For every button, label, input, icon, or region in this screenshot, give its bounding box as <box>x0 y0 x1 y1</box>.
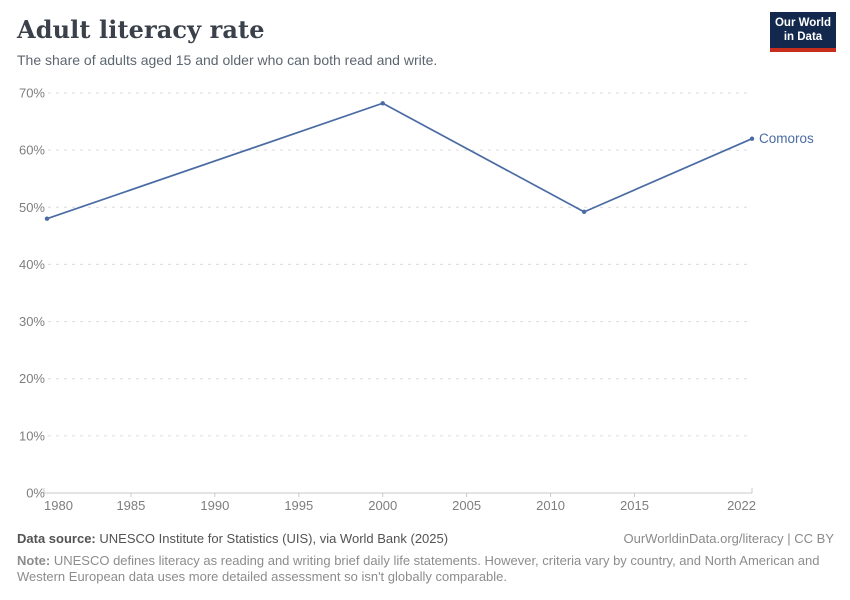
data-point[interactable] <box>581 209 587 215</box>
data-point[interactable] <box>380 101 385 106</box>
page-title: Adult literacy rate <box>17 15 265 44</box>
series-line[interactable] <box>46 102 753 220</box>
x-axis-label: 1985 <box>116 498 145 513</box>
data-point[interactable] <box>749 136 755 141</box>
chart-footer: Data source: UNESCO Institute for Statis… <box>17 531 834 586</box>
data-point[interactable] <box>44 216 50 221</box>
y-axis-label: 30% <box>19 314 45 329</box>
x-axis-label: 1980 <box>44 498 73 513</box>
y-axis-label: 0% <box>26 486 45 501</box>
data-source-label: Data source: <box>17 531 96 546</box>
y-axis-label: 60% <box>19 143 45 158</box>
note-text: UNESCO defines literacy as reading and w… <box>17 553 820 585</box>
x-axis-label: 2000 <box>368 498 397 513</box>
x-axis-label: 2015 <box>620 498 649 513</box>
x-axis-label: 1990 <box>200 498 229 513</box>
y-axis-label: 20% <box>19 371 45 386</box>
line-chart[interactable]: 0% 10% 20% 30% 40% 50% 60% 70% 1980 1985 1990 1995 2… <box>0 78 850 526</box>
data-source-text: UNESCO Institute for Statistics (UIS), v… <box>99 531 449 546</box>
owid-logo[interactable]: Our World in Data <box>770 12 836 52</box>
chart-subtitle: The share of adults aged 15 and older wh… <box>17 51 438 68</box>
owid-logo-accent-bar <box>770 47 836 52</box>
x-axis-label: 2005 <box>452 498 481 513</box>
y-axis-label: 10% <box>19 428 45 443</box>
x-axis-label: 1995 <box>284 498 313 513</box>
owid-logo-text: Our World in Data <box>770 12 836 48</box>
data-source: Data source: UNESCO Institute for Statis… <box>17 531 448 546</box>
x-axis-label: 2010 <box>536 498 565 513</box>
chart-note: Note: UNESCO defines literacy as reading… <box>17 553 834 586</box>
source-row: Data source: UNESCO Institute for Statis… <box>17 531 834 546</box>
y-axis-label: 50% <box>19 200 45 215</box>
owid-logo-line2: in Data <box>783 31 823 44</box>
chart-header: Adult literacy rate The share of adults … <box>0 0 850 68</box>
entity-label[interactable]: Comoros <box>759 131 814 146</box>
x-axis-label: 2022 <box>727 498 756 513</box>
y-axis-label: 70% <box>19 86 45 101</box>
license-link[interactable]: OurWorldinData.org/literacy | CC BY <box>623 531 834 546</box>
y-axis-label: 40% <box>19 257 45 272</box>
owid-logo-line1: Our World <box>774 17 831 29</box>
note-label: Note: <box>17 553 51 568</box>
